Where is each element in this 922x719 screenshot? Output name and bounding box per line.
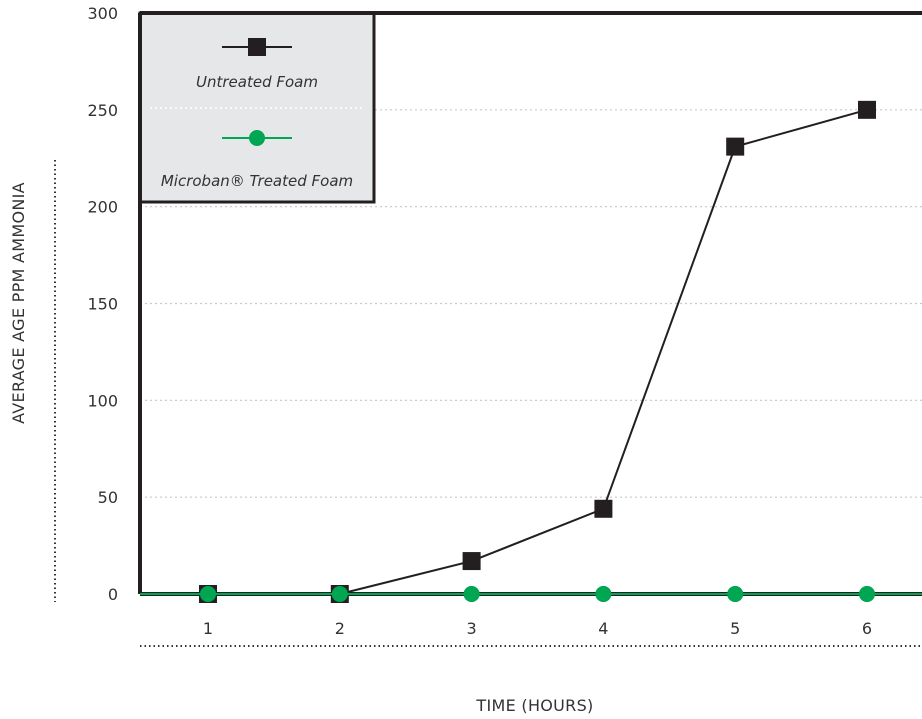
x-tick-label: 3 [467, 619, 477, 638]
data-point-circle [859, 586, 875, 602]
data-point-circle [331, 586, 348, 602]
data-point-square [594, 499, 613, 518]
legend: Untreated Foam Microban® Treated Foam [138, 11, 376, 204]
x-tick-label: 2 [335, 619, 345, 638]
x-tick-label: 5 [730, 619, 740, 638]
y-tick-label: 300 [87, 4, 118, 23]
data-point-circle [727, 586, 744, 602]
y-tick-label: 50 [98, 488, 118, 507]
data-point-square [726, 137, 745, 156]
legend-label: Untreated Foam [196, 73, 318, 91]
y-tick-label: 200 [87, 198, 118, 217]
data-point-circle [595, 586, 612, 602]
legend-circle-marker [249, 130, 265, 146]
y-tick-label: 150 [87, 295, 118, 314]
legend-square-marker [248, 38, 266, 56]
y-axis-label: AVERAGE AGE PPM AMMONIA [9, 182, 28, 424]
plot-frame [138, 11, 922, 602]
y-tick-label: 0 [108, 585, 118, 604]
y-tick-label: 100 [87, 391, 118, 410]
x-axis-label: TIME (HOURS) [475, 696, 593, 715]
x-tick-label: 1 [203, 619, 213, 638]
data-point-circle [200, 586, 216, 602]
x-tick-label: 4 [598, 619, 608, 638]
legend-label: Microban® Treated Foam [161, 172, 353, 190]
y-tick-label: 250 [87, 101, 118, 120]
data-point-square [858, 100, 876, 119]
x-axis-ticks: 1 2 3 4 5 6 [203, 619, 872, 638]
data-point-circle [463, 586, 480, 602]
x-tick-label: 6 [862, 619, 872, 638]
y-axis-ticks: 0 50 100 150 200 250 300 [87, 4, 118, 604]
data-point-square [462, 552, 481, 571]
